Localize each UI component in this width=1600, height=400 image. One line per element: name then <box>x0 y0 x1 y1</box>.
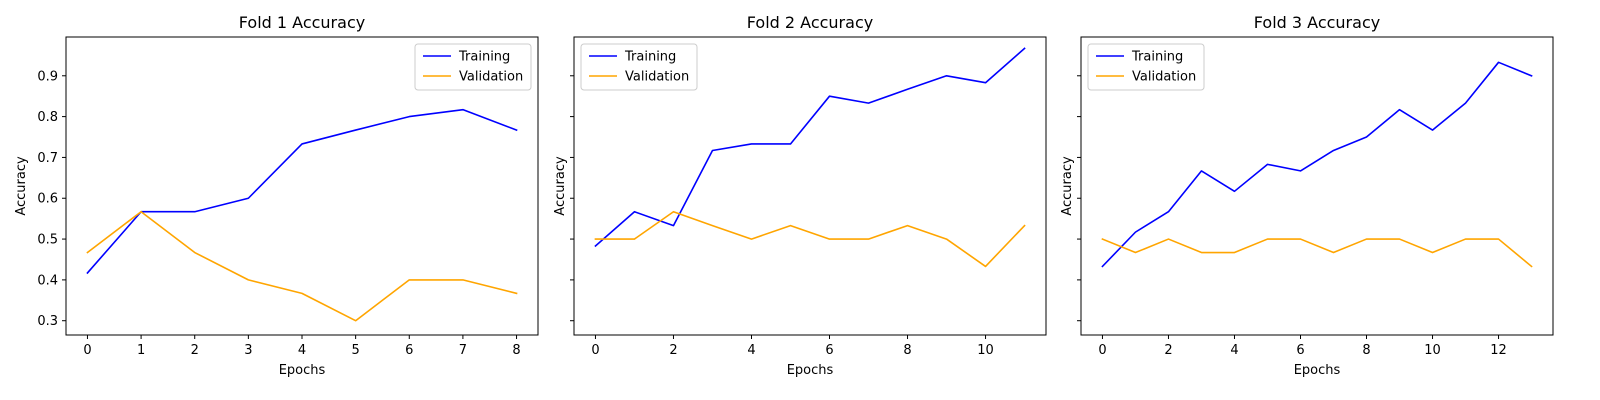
x-tick-label: 0 <box>591 343 599 358</box>
series-line-training <box>1101 61 1533 268</box>
x-tick-label: 1 <box>137 343 145 358</box>
series-line-training <box>594 47 1026 248</box>
legend: Training Validation <box>414 43 532 91</box>
x-tick-label: 3 <box>244 343 252 358</box>
panel-title: Fold 2 Accuracy <box>747 13 873 32</box>
x-tick-label: 10 <box>977 343 994 358</box>
legend-label-training: Training <box>624 50 676 65</box>
x-tick-label: 6 <box>825 343 833 358</box>
x-tick-label: 4 <box>747 343 755 358</box>
y-tick-label: 0.8 <box>37 110 58 125</box>
series-line-validation <box>86 210 518 322</box>
legend-label-validation: Validation <box>1132 70 1196 85</box>
x-tick-label: 6 <box>405 343 413 358</box>
y-tick-label: 0.6 <box>37 192 58 207</box>
panel-3: 0 2 4 6 8 10 12 Fold 3 Accuracy Epochs Accuracy Tr… <box>1060 13 1554 378</box>
y-tick-label: 0.9 <box>37 69 58 84</box>
y-tick-label: 0.5 <box>37 233 58 248</box>
x-tick-label: 2 <box>1164 343 1172 358</box>
legend: Training Validation <box>580 43 698 91</box>
x-tick-label: 7 <box>459 343 467 358</box>
panel-2: 0 2 4 6 8 10 Fold 2 Accuracy Epochs Accuracy Trai… <box>553 13 1047 378</box>
x-tick-label: 4 <box>1230 343 1238 358</box>
panel-1: 0 1 2 3 4 5 6 7 8 0.3 0.4 0.5 0.6 0.7 0.8 0.9 Fold 1 Acc… <box>14 13 539 378</box>
x-tick-label: 6 <box>1296 343 1304 358</box>
legend-label-validation: Validation <box>459 70 523 85</box>
y-axis-label: Accuracy <box>1060 156 1075 216</box>
x-axis-label: Epochs <box>787 363 834 378</box>
x-tick-label: 8 <box>1362 343 1370 358</box>
y-tick-label: 0.7 <box>37 151 58 166</box>
axes-frame <box>1080 36 1554 336</box>
x-tick-label: 8 <box>903 343 911 358</box>
x-tick-label: 8 <box>512 343 520 358</box>
x-tick-label: 5 <box>351 343 359 358</box>
x-tick-label: 10 <box>1424 343 1441 358</box>
x-tick-label: 2 <box>191 343 199 358</box>
y-tick-label: 0.3 <box>37 314 58 329</box>
legend-label-training: Training <box>458 50 510 65</box>
panel-title: Fold 3 Accuracy <box>1254 13 1380 32</box>
x-tick-label: 0 <box>83 343 91 358</box>
legend-label-training: Training <box>1131 50 1183 65</box>
x-tick-label: 4 <box>298 343 306 358</box>
x-tick-label: 0 <box>1098 343 1106 358</box>
y-tick-label: 0.4 <box>37 273 58 288</box>
y-axis-label: Accuracy <box>14 156 29 216</box>
series-line-validation <box>1101 238 1533 268</box>
series-line-training <box>86 108 518 275</box>
x-axis-label: Epochs <box>1294 363 1341 378</box>
axes-frame <box>573 36 1047 336</box>
panel-title: Fold 1 Accuracy <box>239 13 365 32</box>
x-tick-label: 12 <box>1490 343 1507 358</box>
x-tick-label: 2 <box>669 343 677 358</box>
series-line-validation <box>594 210 1026 268</box>
y-axis-label: Accuracy <box>553 156 568 216</box>
legend-label-validation: Validation <box>625 70 689 85</box>
x-axis-label: Epochs <box>279 363 326 378</box>
legend: Training Validation <box>1087 43 1205 91</box>
